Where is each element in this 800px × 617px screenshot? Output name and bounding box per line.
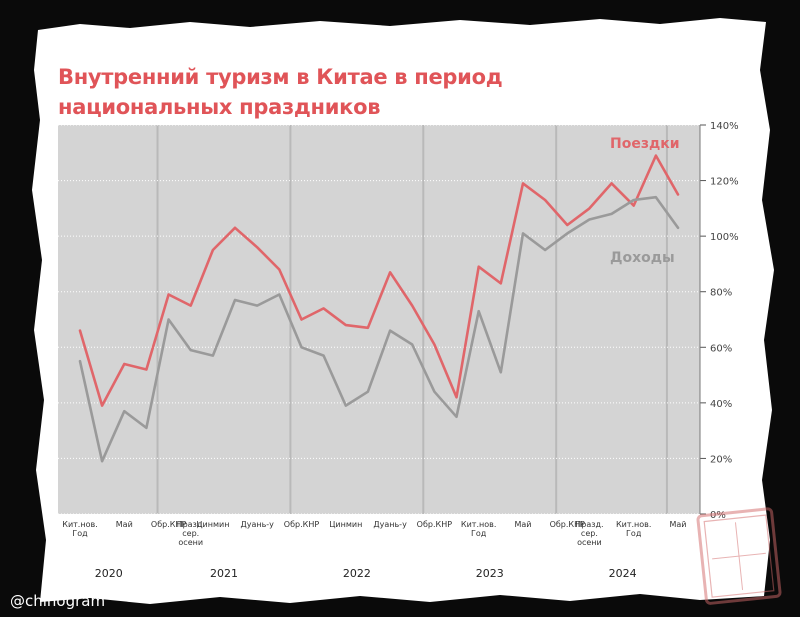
title-line-1: Внутренний туризм в Китае в период	[58, 65, 503, 89]
year-label: 2020	[95, 567, 123, 580]
chart-title: Внутренний туризм в Китае в период нацио…	[58, 62, 503, 122]
x-tick-label: Празд. сер. осени	[575, 520, 603, 547]
x-tick-label: Май	[116, 520, 133, 529]
series-label-trips: Поездки	[610, 136, 680, 152]
x-tick-label: Обр.КНР	[417, 520, 453, 529]
year-label: 2021	[210, 567, 238, 580]
x-tick-label: Празд. сер. осени	[177, 520, 205, 547]
year-label: 2023	[476, 567, 504, 580]
income-series-line	[78, 195, 680, 463]
x-tick-label: Дуань-у	[373, 520, 407, 529]
x-tick-label: Кит.нов. Год	[62, 520, 97, 538]
x-tick-label: Дуань-у	[240, 520, 274, 529]
year-label: 2024	[609, 567, 637, 580]
y-tick-label: 140%	[710, 121, 739, 132]
x-tick-label: Обр.КНР	[550, 520, 586, 529]
series-label-income: Доходы	[610, 250, 675, 266]
trips-series-line	[78, 154, 680, 407]
x-tick-label: Цинмин	[329, 520, 362, 529]
y-tick-label: 20%	[710, 454, 732, 465]
x-tick-label: Май	[669, 520, 686, 529]
y-tick-label: 60%	[710, 343, 732, 354]
x-tick-label: Май	[514, 520, 531, 529]
x-tick-label: Кит.нов. Год	[461, 520, 496, 538]
x-tick-label: Обр.КНР	[284, 520, 320, 529]
plot-area	[58, 125, 700, 514]
title-line-2: национальных праздников	[58, 95, 381, 119]
y-tick-label: 120%	[710, 177, 739, 188]
x-tick-label: Цинмин	[196, 520, 229, 529]
x-tick-label: Обр.КНР	[151, 520, 187, 529]
x-tick-label: Кит.нов. Год	[616, 520, 651, 538]
author-handle: @chinogram	[10, 592, 106, 610]
y-tick-label: 80%	[710, 288, 732, 299]
y-tick-label: 40%	[710, 399, 732, 410]
y-tick-label: 100%	[710, 232, 739, 243]
year-label: 2022	[343, 567, 371, 580]
